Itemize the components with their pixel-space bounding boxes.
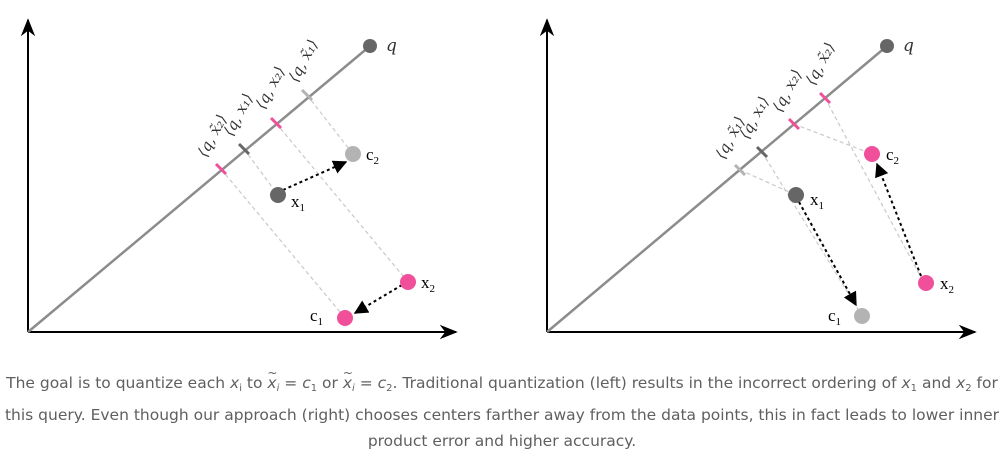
label-c2: c2 xyxy=(366,145,379,167)
proj-label-c2: ⟨q, x̃₁⟩ xyxy=(285,36,322,84)
label-x2: x2 xyxy=(940,274,954,296)
point-x1 xyxy=(270,187,286,203)
point-c2 xyxy=(864,146,880,162)
arrow-x1-to-c2 xyxy=(282,160,348,191)
proj-label-x1: ⟨q, x₁⟩ xyxy=(736,93,773,141)
point-c1 xyxy=(854,308,870,324)
figure-caption: The goal is to quantize each xi to xi = … xyxy=(0,360,1004,454)
tick-c1 xyxy=(733,163,747,177)
label-c1: c1 xyxy=(828,306,841,328)
quantization-diagram: ⟨q, x̃₂⟩ ⟨q, x₁⟩ ⟨q, x₂⟩ ⟨q, x̃₁⟩ q c2 x… xyxy=(20,18,977,340)
point-c2 xyxy=(345,146,361,162)
proj-label-x2: ⟨q, x₂⟩ xyxy=(769,66,806,114)
arrow-x1-to-c1 xyxy=(798,201,857,307)
tick-x2 xyxy=(787,117,801,131)
label-q: q xyxy=(386,36,397,56)
point-q xyxy=(363,39,377,53)
label-c1: c1 xyxy=(310,306,323,328)
label-q: q xyxy=(903,36,914,56)
projection-c1 xyxy=(220,168,346,319)
tick-c1 xyxy=(214,162,228,176)
proj-label-x2: ⟨q, x₂⟩ xyxy=(252,63,289,111)
projection-x2 xyxy=(793,123,873,155)
projection-c1 xyxy=(739,169,797,196)
query-line xyxy=(546,45,888,333)
point-x2 xyxy=(400,274,416,290)
tick-x1 xyxy=(755,145,769,159)
tick-c2 xyxy=(818,91,832,105)
proj-label-c2: ⟨q, x̃₂⟩ xyxy=(802,39,839,87)
projection-c2 xyxy=(306,94,354,155)
projection-x1 xyxy=(243,148,279,196)
point-x2 xyxy=(918,275,934,291)
arrow-x2-to-c2 xyxy=(875,162,922,277)
label-c2: c2 xyxy=(886,145,899,167)
projection-c2 xyxy=(824,97,925,284)
label-x2: x2 xyxy=(421,273,435,295)
label-x1: x1 xyxy=(291,192,305,214)
right-panel: ⟨q, x̃₁⟩ ⟨q, x₁⟩ ⟨q, x₂⟩ ⟨q, x̃₂⟩ q c2 x… xyxy=(539,18,977,340)
label-x1: x1 xyxy=(810,190,824,212)
point-c1 xyxy=(337,310,353,326)
left-panel: ⟨q, x̃₂⟩ ⟨q, x₁⟩ ⟨q, x₂⟩ ⟨q, x̃₁⟩ q c2 x… xyxy=(20,18,458,340)
tick-c2 xyxy=(300,88,314,102)
proj-label-x1: ⟨q, x₁⟩ xyxy=(220,90,257,138)
point-q xyxy=(880,39,894,53)
query-line xyxy=(27,45,371,333)
point-x1 xyxy=(788,187,804,203)
tick-x2 xyxy=(269,116,283,130)
arrow-x2-to-c1 xyxy=(353,284,403,314)
projection-x1 xyxy=(761,151,863,317)
tick-x1 xyxy=(237,142,251,156)
